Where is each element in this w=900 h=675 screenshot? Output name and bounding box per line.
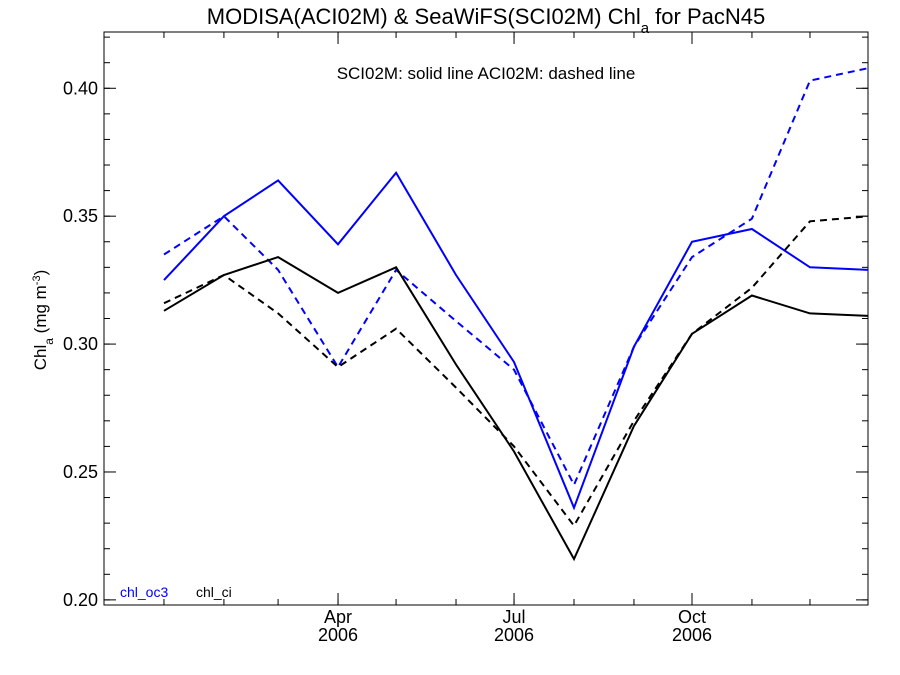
y-tick-label: 0.20 bbox=[63, 590, 98, 610]
y-axis-label: Chla (mg m-3) bbox=[31, 270, 56, 371]
x-tick-month-label: Apr bbox=[324, 607, 352, 627]
y-tick-label: 0.35 bbox=[63, 206, 98, 226]
x-tick-month-label: Jul bbox=[503, 607, 526, 627]
chart-title: MODISA(ACI02M) & SeaWiFS(SCI02M) Chla fo… bbox=[207, 4, 765, 37]
x-tick-year-label: 2006 bbox=[318, 625, 358, 645]
line-style-annotation: SCI02M: solid line ACI02M: dashed line bbox=[337, 64, 636, 83]
y-tick-label: 0.30 bbox=[63, 334, 98, 354]
y-tick-label: 0.25 bbox=[63, 462, 98, 482]
series-line-chl-oc3-aci02m bbox=[163, 67, 868, 488]
y-tick-label: 0.40 bbox=[63, 78, 98, 98]
x-tick-year-label: 2006 bbox=[494, 625, 534, 645]
x-tick-month-label: Oct bbox=[678, 607, 706, 627]
legend-chl-ci: chl_ci bbox=[196, 584, 232, 600]
legend-chl-oc3: chl_oc3 bbox=[120, 584, 168, 600]
series-line-chl-ci-sci02m bbox=[163, 256, 868, 562]
x-tick-year-label: 2006 bbox=[672, 625, 712, 645]
